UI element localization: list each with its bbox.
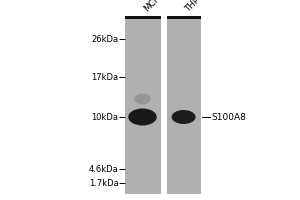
Bar <box>167 16 201 194</box>
Ellipse shape <box>128 108 157 126</box>
Text: S100A8: S100A8 <box>212 112 246 121</box>
Text: THP-1: THP-1 <box>184 0 208 13</box>
Text: 10kDa: 10kDa <box>92 112 118 121</box>
Text: MCF7: MCF7 <box>142 0 166 13</box>
Bar <box>124 16 160 194</box>
Text: 26kDa: 26kDa <box>92 34 118 44</box>
Text: 1.7kDa: 1.7kDa <box>89 178 118 188</box>
Ellipse shape <box>134 94 151 104</box>
Bar <box>124 16 160 19</box>
Text: 17kDa: 17kDa <box>92 72 118 82</box>
Text: 4.6kDa: 4.6kDa <box>89 164 118 173</box>
Bar <box>167 16 201 19</box>
Ellipse shape <box>172 110 196 124</box>
